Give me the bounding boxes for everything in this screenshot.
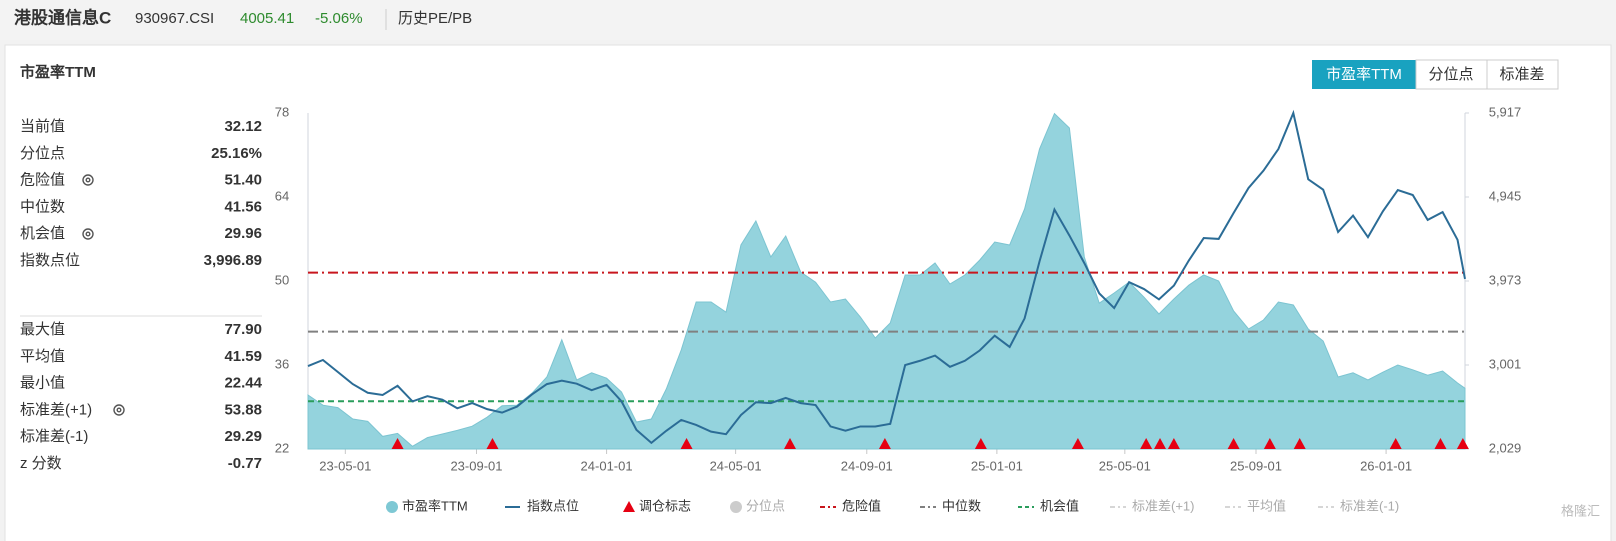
stat-value: -0.77 <box>228 455 262 472</box>
gear[interactable] <box>82 228 94 240</box>
rebalance-marker <box>1389 438 1402 449</box>
x-tick-label: 24-01-01 <box>581 458 633 473</box>
x-tick-label: 24-05-01 <box>710 458 762 473</box>
y-tick-label: 22 <box>275 440 289 455</box>
stat-label: 最大值 <box>20 321 65 338</box>
index-change: -5.06% <box>315 10 363 27</box>
legend-label[interactable]: 中位数 <box>942 498 981 513</box>
y2-tick-label: 3,973 <box>1489 272 1522 287</box>
tab[interactable]: 标准差 <box>1499 66 1544 83</box>
gear-hub <box>85 177 91 183</box>
stat-value: 41.56 <box>224 198 262 215</box>
panel-title: 市盈率TTM <box>20 63 96 81</box>
y-tick-label: 36 <box>275 356 289 371</box>
rebalance-marker <box>486 438 499 449</box>
legend-label[interactable]: 市盈率TTM <box>402 498 468 513</box>
rebalance-marker <box>391 438 404 449</box>
index-name: 港股通信息C <box>14 7 111 27</box>
watermark: 格隆汇 <box>1561 503 1600 518</box>
rebalance-marker <box>1263 438 1276 449</box>
stat-label: 指数点位 <box>20 252 80 269</box>
stat-label: 机会值 <box>20 225 65 242</box>
stat-value: 22.44 <box>224 375 262 392</box>
tab-box[interactable] <box>1486 59 1559 90</box>
rebalance-marker <box>974 438 987 449</box>
stat-label: 分位点 <box>20 145 65 162</box>
legend-label[interactable]: 危险值 <box>842 498 881 513</box>
stat-value: 32.12 <box>224 118 262 135</box>
rebalance-marker <box>1456 438 1469 449</box>
rebalance-marker <box>783 438 796 449</box>
legend-label[interactable]: 调仓标志 <box>639 498 691 513</box>
rebalance-marker <box>1154 438 1167 449</box>
index-line <box>307 109 1466 445</box>
rebalance-marker <box>1071 438 1084 449</box>
y2-tick-label: 4,945 <box>1489 188 1522 203</box>
x-tick-label: 25-01-01 <box>971 458 1023 473</box>
x-tick-label: 24-09-01 <box>841 458 893 473</box>
stat-value: 29.96 <box>224 225 262 242</box>
stat-value: 29.29 <box>224 428 262 445</box>
stat-label: 当前值 <box>20 118 65 135</box>
x-tick-label: 25-09-01 <box>1230 458 1282 473</box>
tab-box[interactable] <box>1415 59 1488 90</box>
stat-value: 77.90 <box>224 321 262 338</box>
stat-value: 51.40 <box>224 172 262 189</box>
tab-active[interactable] <box>1312 60 1416 89</box>
legend-label[interactable]: 分位点 <box>746 498 785 513</box>
rebalance-marker <box>1434 438 1447 449</box>
legend-symbol <box>623 501 635 512</box>
gear[interactable] <box>113 404 125 416</box>
tab[interactable]: 市盈率TTM <box>1326 66 1402 83</box>
stat-value: 53.88 <box>224 401 262 418</box>
gear-hub <box>116 407 122 413</box>
rebalance-marker <box>1167 438 1180 449</box>
y-tick-label: 78 <box>275 104 289 119</box>
x-tick-label: 25-05-01 <box>1099 458 1151 473</box>
rebalance-marker <box>680 438 693 449</box>
settings-icons <box>82 174 125 416</box>
stat-label: 标准差(-1) <box>20 428 88 445</box>
header-bar <box>0 0 1616 40</box>
y-tick-label: 64 <box>275 188 289 203</box>
rebalance-marker <box>1293 438 1306 449</box>
stat-label: 中位数 <box>20 198 65 215</box>
gear[interactable] <box>82 174 94 186</box>
x-tick-label: 26-01-01 <box>1360 458 1412 473</box>
gear-hub <box>85 231 91 237</box>
y2-tick-label: 2,029 <box>1489 440 1522 455</box>
stat-label: 最小值 <box>20 375 65 392</box>
legend-label[interactable]: 指数点位 <box>527 498 579 513</box>
legend-label[interactable]: 标准差(-1) <box>1340 498 1399 513</box>
stat-label: 标准差(+1) <box>20 401 92 418</box>
y2-tick-label: 5,917 <box>1489 104 1522 119</box>
rebalance-marker <box>1140 438 1153 449</box>
stat-value: 3,996.89 <box>204 252 262 269</box>
y-tick-label: 50 <box>275 272 289 287</box>
legend-label[interactable]: 标准差(+1) <box>1132 498 1194 513</box>
legend-label[interactable]: 平均值 <box>1247 498 1286 513</box>
stat-value: 41.59 <box>224 348 262 365</box>
stat-value: 25.16% <box>211 145 262 162</box>
index-code: 930967.CSI <box>135 10 214 27</box>
y2-tick-label: 3,001 <box>1489 356 1522 371</box>
rebalance-marker <box>1227 438 1240 449</box>
x-tick-label: 23-05-01 <box>319 458 371 473</box>
legend-symbol <box>730 501 742 513</box>
stat-label: 平均值 <box>20 348 65 365</box>
x-tick-label: 23-09-01 <box>450 458 502 473</box>
pe-area <box>307 112 1466 450</box>
history-link[interactable]: 历史PE/PB <box>398 10 472 27</box>
tab[interactable]: 分位点 <box>1428 66 1473 83</box>
rebalance-marker <box>878 438 891 449</box>
legend-label[interactable]: 机会值 <box>1040 498 1079 513</box>
index-price: 4005.41 <box>240 10 294 27</box>
legend-symbol <box>386 501 398 513</box>
stat-label: 危险值 <box>20 172 65 189</box>
stat-label: z 分数 <box>20 455 62 472</box>
